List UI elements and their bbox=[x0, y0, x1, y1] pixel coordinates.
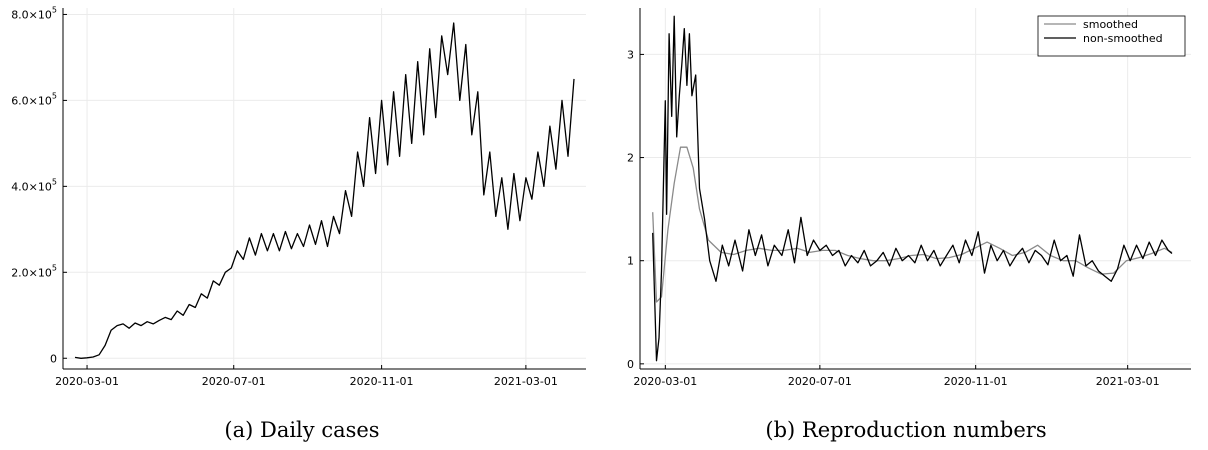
y-tick-label: 6.0×105 bbox=[11, 91, 57, 107]
y-tick-exponent: 5 bbox=[52, 91, 57, 100]
reproduction-numbers-chart: 2020-03-01 2020-07-01 2020-11-01 2021-03-01… bbox=[627, 8, 1191, 388]
y-tick-mantissa: 4.0×10 bbox=[11, 180, 52, 193]
x-tick-label: 2020-03-01 bbox=[633, 375, 697, 388]
y-tick-label: 3 bbox=[627, 48, 634, 61]
legend-label: non-smoothed bbox=[1083, 32, 1163, 45]
daily-cases-chart: 2020-03-01 2020-07-01 2020-11-01 2021-03-01… bbox=[11, 5, 586, 388]
reproduction-numbers-caption: (b) Reproduction numbers bbox=[765, 418, 1047, 442]
y-tick-label: 0 bbox=[627, 358, 634, 371]
y-tick-label: 2.0×105 bbox=[11, 263, 57, 279]
y-tick-mantissa: 2.0×10 bbox=[11, 266, 52, 279]
series-line-smoothed bbox=[652, 146, 1173, 303]
x-tick-label: 2021-03-01 bbox=[494, 375, 558, 388]
x-tick-label: 2020-07-01 bbox=[202, 375, 266, 388]
y-tick-exponent: 5 bbox=[52, 263, 57, 272]
y-tick-label: 8.0×105 bbox=[11, 5, 57, 21]
y-tick-label: 4.0×105 bbox=[11, 177, 57, 193]
y-tick-exponent: 5 bbox=[52, 177, 57, 186]
x-tick-label: 2020-07-01 bbox=[788, 375, 852, 388]
x-tick-label: 2021-03-01 bbox=[1096, 375, 1160, 388]
y-tick-mantissa: 6.0×10 bbox=[11, 94, 52, 107]
x-tick-label: 2020-03-01 bbox=[55, 375, 119, 388]
x-tick-label: 2020-11-01 bbox=[944, 375, 1008, 388]
daily-cases-caption: (a) Daily cases bbox=[224, 418, 380, 442]
y-tick-mantissa: 0 bbox=[50, 352, 57, 365]
legend-label: smoothed bbox=[1083, 18, 1138, 31]
legend-box bbox=[1037, 15, 1186, 57]
y-tick-label: 1 bbox=[627, 255, 634, 268]
x-tick-label: 2020-11-01 bbox=[350, 375, 414, 388]
series-line-non-smoothed bbox=[652, 15, 1173, 362]
reproduction-numbers-panel: 2020-03-01 2020-07-01 2020-11-01 2021-03-01… bbox=[604, 0, 1208, 450]
y-tick-label: 2 bbox=[627, 152, 634, 165]
y-tick-label: 0 bbox=[50, 352, 57, 365]
y-tick-mantissa: 8.0×10 bbox=[11, 8, 52, 21]
series-line bbox=[74, 22, 575, 359]
daily-cases-panel: 2020-03-01 2020-07-01 2020-11-01 2021-03-01… bbox=[11, 5, 586, 442]
y-tick-exponent: 5 bbox=[52, 5, 57, 14]
